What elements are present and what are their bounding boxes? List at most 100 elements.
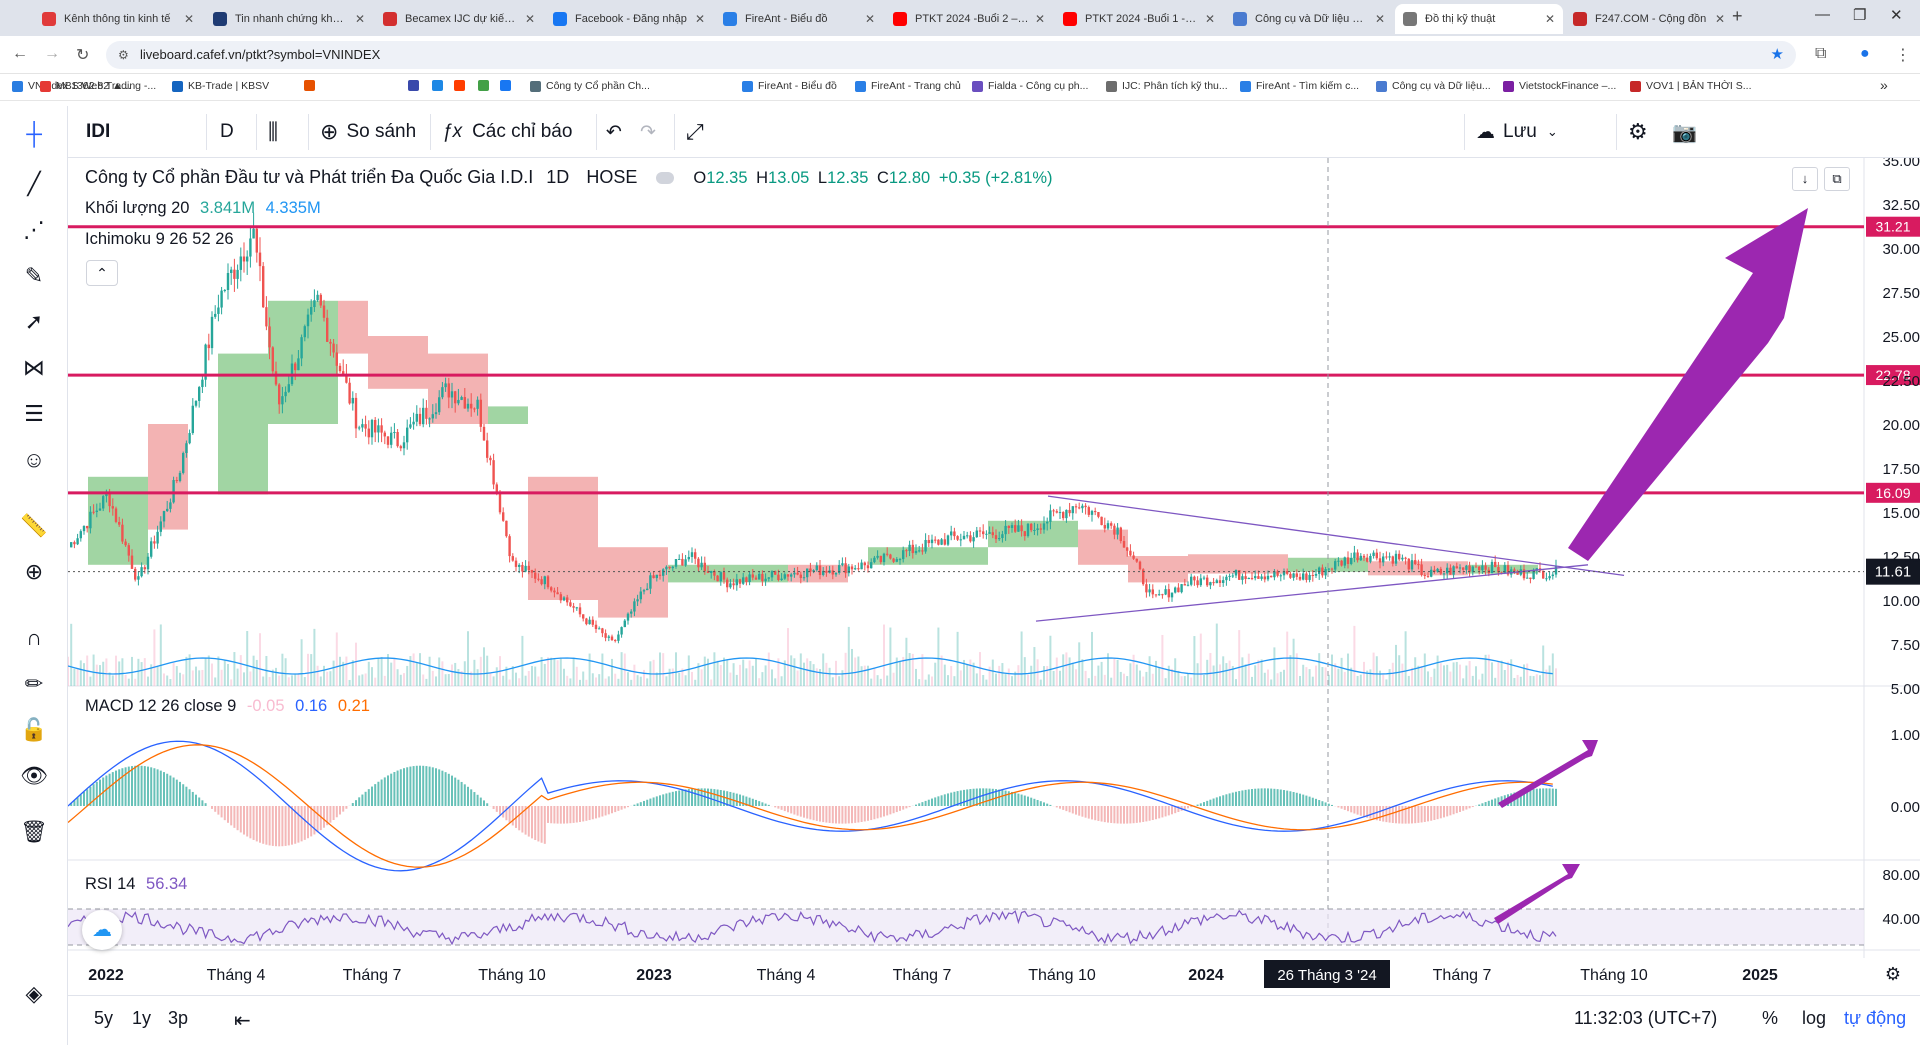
crosshair-icon[interactable]: ┼ [26,121,42,146]
range-3p[interactable]: 3p [168,1008,189,1028]
bookmark-item[interactable]: FireAnt - Tìm kiếm c... [1240,80,1359,92]
maximize-pane-icon[interactable]: ⧉ [1824,167,1850,191]
delete-icon[interactable]: 🗑 [20,819,48,844]
chart-area[interactable]: 31.21 22.78 16.09 11.61 35.00 32.50 30.00 27.50… [68,158,1920,988]
maximize-icon[interactable]: ❐ [1853,7,1867,24]
redo-icon[interactable]: ↷ [640,121,656,143]
bookmark-item[interactable] [304,80,320,91]
browser-tab[interactable]: F247.COM - Cộng đồn ✕ [1565,4,1733,34]
close-window-icon[interactable]: ✕ [1890,7,1903,24]
browser-tab[interactable]: Đồ thị kỹ thuật ✕ [1395,4,1563,34]
bookmark-item[interactable] [478,80,494,91]
tab-close-icon[interactable]: ✕ [354,12,365,26]
bookmark-item[interactable]: Công ty Cổ phần Ch... [530,80,650,92]
new-tab-button[interactable]: + [1732,6,1743,26]
legend-collapse-pill[interactable] [656,172,675,185]
browser-tab[interactable]: Becamex IJC dự kiến vỡ ✕ [375,4,543,34]
chart-type-icon[interactable]: ⫼ [268,119,279,144]
undo-icon[interactable]: ↶ [606,121,622,143]
tab-close-icon[interactable]: ✕ [864,12,875,26]
range-5y[interactable]: 5y [94,1008,114,1028]
stay-drawing-icon[interactable]: ✏ [24,671,44,696]
object-tree-icon[interactable]: ◈ [25,981,43,1006]
bookmark-item[interactable]: VietstockFinance –... [1503,80,1616,92]
percent-toggle[interactable]: % [1762,1008,1779,1028]
zoom-in-icon[interactable]: ⊕ [24,559,44,584]
browser-tab[interactable]: PTKT 2024 -Buổi 2 – Kh ✕ [885,4,1053,34]
pattern-tool-icon[interactable]: ⋈ [23,355,45,380]
bookmark-item[interactable] [454,80,470,91]
browser-tab[interactable]: Facebook - Đăng nhập ✕ [545,4,713,34]
profile-icon[interactable]: ● [1860,45,1870,62]
url-input[interactable]: ⚙ liveboard.cafef.vn/ptkt?symbol=VNINDEX… [106,41,1796,69]
forecast-tool-icon[interactable]: ☰ [24,401,44,426]
reload-icon[interactable]: ↻ [76,47,90,64]
chart-canvas[interactable]: 31.2122.7816.0911.6135.0032.5030.0027.50… [68,158,1920,995]
bookmark-item[interactable] [408,80,424,91]
interval-button[interactable]: D [220,121,234,142]
symbol-search[interactable]: IDI [86,121,111,142]
auto-scale-toggle[interactable]: tự động [1844,1008,1907,1028]
bookmark-item[interactable] [500,80,516,91]
candle-body [1244,576,1247,580]
collapse-legend-button[interactable]: ⌃ [86,260,118,286]
tab-close-icon[interactable]: ✕ [1204,12,1215,26]
date-range-icon[interactable]: ⇤ [234,1010,251,1032]
bookmarks-more[interactable]: » [1880,77,1888,93]
bookmark-item[interactable]: MBS Web Trading -... [40,80,156,92]
hide-drawings-icon[interactable]: 👁 [20,763,48,788]
bookmark-item[interactable] [432,80,448,91]
tab-close-icon[interactable]: ✕ [694,12,705,26]
browser-tab[interactable]: PTKT 2024 -Buổi 1 - Ph ✕ [1055,4,1223,34]
extensions-icon[interactable]: ⧉ [1815,45,1827,62]
tab-close-icon[interactable]: ✕ [1374,12,1385,26]
browser-menu-icon[interactable]: ⋮ [1895,47,1911,64]
macd-histogram-bar [652,797,655,806]
back-icon[interactable]: ← [12,45,28,62]
magnet-icon[interactable]: ∩ [26,625,42,650]
browser-tab[interactable]: Tin nhanh chứng khoán ✕ [205,4,373,34]
tab-close-icon[interactable]: ✕ [1544,12,1555,26]
log-toggle[interactable]: log [1802,1008,1827,1028]
bookmark-item[interactable]: Fialda - Công cụ ph... [972,80,1088,92]
bookmark-item[interactable]: FireAnt - Trang chủ [855,80,961,92]
browser-tab[interactable]: Công cụ và Dữ liệu Phâ ✕ [1225,4,1393,34]
browser-tab[interactable]: Kênh thông tin kinh tế ✕ [34,4,202,34]
lock-icon[interactable]: 🔓 [20,717,48,742]
bookmark-item[interactable]: Công cụ và Dữ liệu... [1376,80,1491,92]
site-info-icon[interactable]: ⚙ [118,48,129,62]
indicators-button[interactable]: ƒx Các chỉ báo [442,106,572,158]
clock-time[interactable]: 11:32:03 (UTC+7) [1574,1008,1718,1028]
arrow-tool-icon[interactable]: ➚ [24,309,44,334]
tab-close-icon[interactable]: ✕ [183,12,194,26]
tab-close-icon[interactable]: ✕ [1714,12,1725,26]
forward-icon[interactable]: → [44,45,60,62]
bookmark-item[interactable]: IJC: Phân tích kỹ thu... [1106,80,1228,92]
trend-line-icon[interactable]: ╱ [27,171,41,196]
browser-tab[interactable]: FireAnt - Biểu đồ ✕ [715,4,883,34]
fib-tool-icon[interactable]: ⋰ [23,217,45,242]
minimize-icon[interactable]: — [1815,6,1830,23]
macd-histogram-bar [230,806,233,826]
fullscreen-icon[interactable]: ⤢ [686,119,704,144]
macd-axis-label: 1.00 [1891,727,1920,744]
bookmark-star-icon[interactable]: ★ [1770,46,1784,63]
camera-icon[interactable]: 📷 [1672,121,1697,144]
bookmark-item[interactable]: VNIndex 1362.82 ▲... [12,80,131,92]
tradingview-logo-icon[interactable]: ☁ [82,910,122,950]
bookmark-item[interactable]: FireAnt - Biểu đồ [742,80,837,92]
ruler-icon[interactable]: 📏 [20,513,48,538]
brush-icon[interactable]: ✎ [24,263,44,288]
bookmark-item[interactable]: KB-Trade | KBSV [172,80,269,92]
axis-settings-gear-icon[interactable]: ⚙ [1885,964,1901,985]
range-1y[interactable]: 1y [132,1008,152,1028]
volume-bar [1107,653,1109,686]
scroll-down-icon[interactable]: ↓ [1792,167,1818,191]
bookmark-item[interactable]: VOV1 | BẢN THỜI S... [1630,80,1751,92]
tab-close-icon[interactable]: ✕ [524,12,535,26]
tab-close-icon[interactable]: ✕ [1034,12,1045,26]
compare-button[interactable]: ⊕ So sánh [320,106,416,158]
save-button[interactable]: ☁ Lưu ⌄ [1476,106,1558,158]
settings-gear-icon[interactable]: ⚙ [1628,119,1648,144]
emoji-icon[interactable]: ☺ [22,447,46,472]
